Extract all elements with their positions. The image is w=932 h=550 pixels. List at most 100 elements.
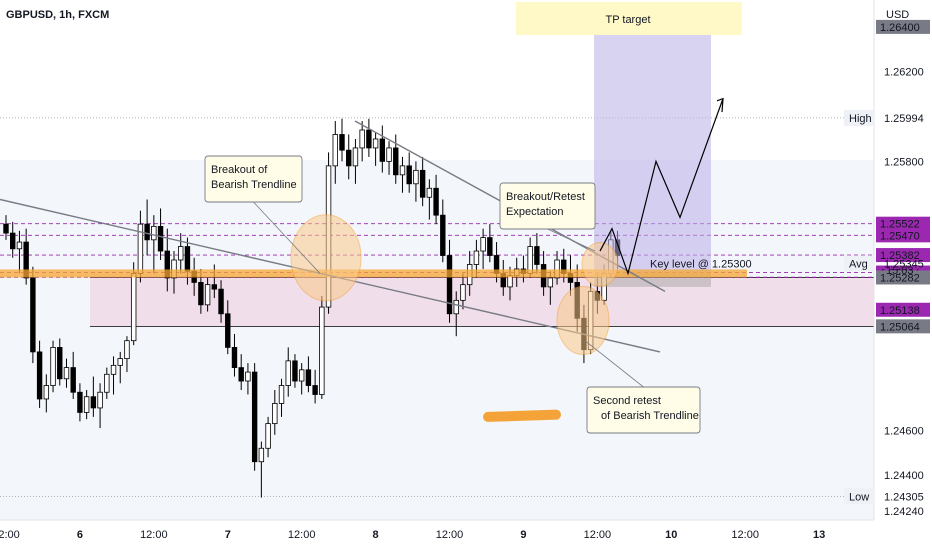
candle-body [292,360,298,382]
time-tick: 12:00 [731,529,759,541]
candle-body [164,250,170,279]
candle-body [43,385,50,400]
symbol-label: GBPUSD, 1h, FXCM [6,9,109,21]
candle-body [339,134,345,151]
breakout-circle [290,214,362,302]
candle [292,354,298,388]
candle [97,383,103,429]
candle-body [278,385,285,404]
candle [413,161,419,202]
breakout-note-text: Bearish Trendline [211,179,297,191]
candle-body [30,277,36,353]
second-retest-note-text: Second retest [593,395,661,407]
time-tick: 6 [77,529,83,541]
price-tick: 1.24240 [884,506,924,518]
candle-body [527,246,533,274]
second-retest-leader [584,340,644,388]
candle [446,239,453,323]
candle-body [184,246,191,272]
candle-body [446,255,453,315]
candle [231,333,238,377]
candle-body [359,129,365,149]
price-badge-text: 1.25138 [880,305,920,317]
candle [312,369,318,404]
candle-body [157,225,164,252]
candle-body [399,165,406,176]
expectation-leader [547,228,596,252]
candle-body [440,214,446,256]
candle-body [319,306,325,395]
expectation-note-text: Expectation [506,206,563,218]
candle [480,228,486,269]
candle [83,390,90,420]
candle [124,336,130,373]
low-tag [844,488,874,505]
price-tick: 1.26200 [884,67,924,79]
candle [359,121,365,162]
time-tick: 12:00 [436,529,464,541]
price-badge [876,216,930,231]
candle [178,233,184,274]
candle [50,340,56,393]
candle-body [305,369,312,386]
candle-body [386,147,392,162]
candle-body [413,169,419,185]
candle [433,174,439,225]
candle-body [178,246,184,261]
candle-body [352,147,359,167]
price-badge-text: 1.26400 [880,22,920,34]
candle-body [419,169,426,198]
price-tick: 1.24600 [884,425,924,437]
price-badge [876,319,930,334]
price-badge-text: 1.25382 [880,250,920,262]
time-axis-bg [0,520,932,550]
expectation-note-box [499,182,596,230]
candle-body [70,367,76,393]
candle-body [453,299,459,315]
candle [419,156,426,207]
candle [117,351,123,384]
price-badge [876,248,930,263]
candle-body [480,237,486,252]
candle [278,378,285,417]
candle [305,356,312,393]
high-tag-label: High [849,113,872,125]
candle-body [406,165,412,185]
price-badge-text: 1.25470 [880,230,920,242]
candle [406,152,412,193]
candle-body [433,187,439,216]
candle-body [23,241,29,279]
price-badge-text: 1.25064 [880,321,920,333]
candle [554,251,560,285]
candle-body [332,134,338,167]
time-tick: 9 [520,529,526,541]
candle [57,338,63,386]
countdown: 15:03 [886,265,914,277]
candle [110,356,117,395]
candle [258,441,265,498]
candle [251,363,258,471]
time-axis: 12:00 6 12:00 7 12:00 8 12:00 9 12:00 10 12:00 13 [0,519,932,550]
high-value: 1.25994 [884,113,924,125]
candle-body [372,138,379,149]
candle-body [379,138,386,162]
price-badge-text: 1.25522 [880,219,920,231]
candle-body [272,403,278,425]
candle [204,277,211,312]
candle [157,208,164,260]
candle-body [346,149,352,167]
time-tick: 10 [665,529,677,541]
time-tick: 8 [373,529,379,541]
candle [90,376,97,417]
tp-zone [594,33,711,274]
candle [366,118,372,157]
lower-zone [0,160,874,520]
currency-label: USD [886,9,909,21]
candle-body [104,373,110,393]
candle [285,347,291,397]
candle-body [225,313,231,348]
candle [151,215,157,274]
candle [298,363,305,395]
candle-body [36,351,43,400]
